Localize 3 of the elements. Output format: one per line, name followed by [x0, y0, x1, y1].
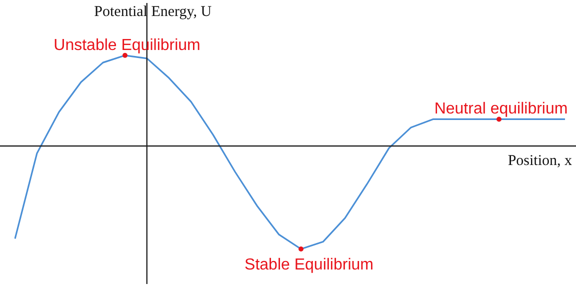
annotation: Neutral equilibrium [434, 100, 568, 118]
annotation: Stable Equilibrium [244, 256, 374, 274]
x-axis-title: Position, x [508, 152, 572, 169]
